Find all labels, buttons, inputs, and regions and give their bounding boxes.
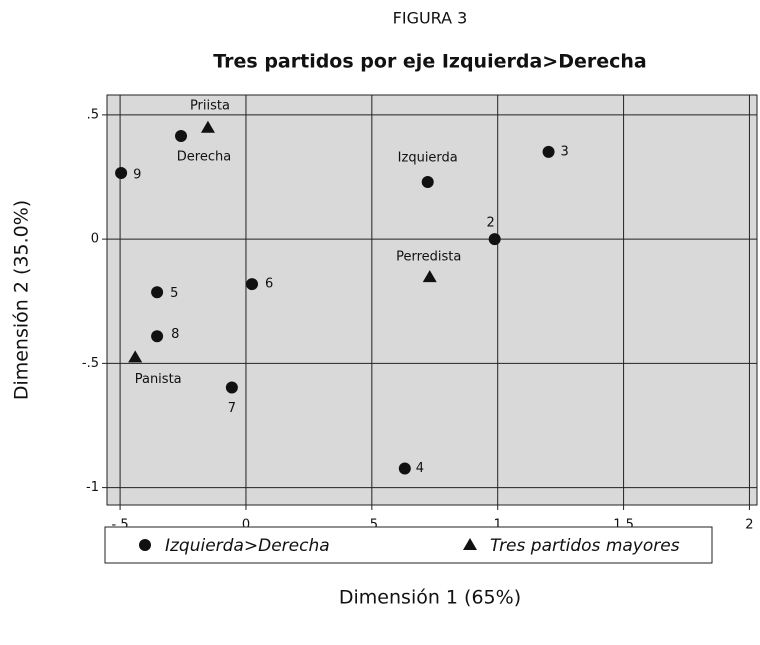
- legend-label: Tres partidos mayores: [490, 536, 680, 556]
- circle-point: [542, 145, 555, 158]
- y-tick-label: -1: [86, 480, 99, 495]
- point-label: Perredista: [396, 250, 461, 265]
- circle-point: [225, 381, 238, 394]
- point-label: 2: [487, 216, 495, 231]
- circle-point: [246, 278, 259, 291]
- x-axis-label: Dimensión 1 (65%): [339, 587, 521, 609]
- point-label: 4: [416, 461, 424, 476]
- chart-title: Tres partidos por eje Izquierda>Derecha: [213, 51, 646, 73]
- point-label: Panista: [135, 372, 182, 387]
- legend-marker: [463, 538, 477, 550]
- x-tick-label: 0: [242, 518, 250, 533]
- y-axis-label: Dimensión 2 (35.0%): [11, 200, 33, 400]
- triangle-point: [422, 270, 437, 283]
- plot-area: [106, 94, 758, 506]
- point-label: 8: [171, 327, 179, 342]
- legend-label: Izquierda>Derecha: [165, 536, 330, 556]
- circle-point: [175, 130, 188, 142]
- point-label: Izquierda: [398, 150, 458, 165]
- point-label: 3: [561, 144, 569, 159]
- point-label: 5: [170, 286, 178, 301]
- circle-point: [398, 462, 411, 475]
- y-tick-label: .5: [87, 107, 99, 122]
- triangle-point: [200, 120, 215, 133]
- circle-point: [488, 233, 501, 246]
- figure-label: FIGURA 3: [393, 9, 468, 28]
- legend-marker: [139, 539, 151, 551]
- legend-box: [104, 526, 713, 564]
- circle-point: [421, 175, 434, 188]
- y-tick-label: 0: [91, 232, 99, 247]
- point-label: 9: [133, 168, 141, 183]
- point-label: 7: [228, 401, 236, 416]
- triangle-point: [128, 350, 143, 363]
- y-tick-label: -.5: [82, 356, 99, 371]
- x-tick-label: 1: [494, 518, 502, 533]
- circle-point: [115, 167, 128, 180]
- point-label: Priista: [190, 98, 230, 113]
- x-tick-label: 2: [745, 518, 753, 533]
- circle-point: [151, 286, 164, 299]
- circle-point: [151, 330, 164, 343]
- point-label: Derecha: [177, 150, 231, 165]
- point-label: 6: [265, 277, 273, 292]
